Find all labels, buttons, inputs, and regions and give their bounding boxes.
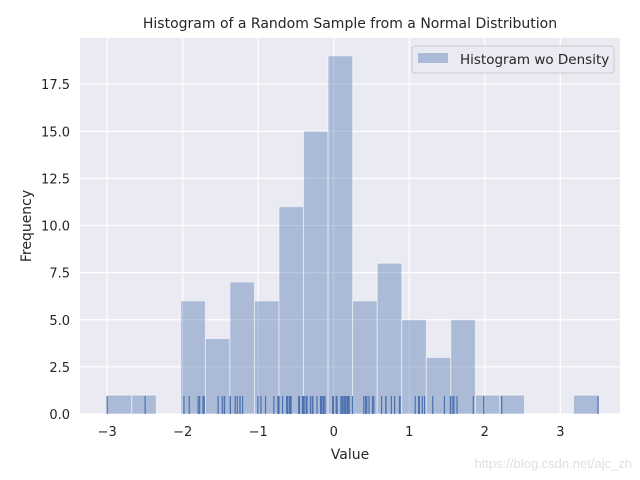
chart-title: Histogram of a Random Sample from a Norm… (143, 16, 557, 32)
histogram-bar (474, 394, 501, 415)
y-tick-label: 5.0 (49, 314, 70, 329)
histogram-bar (499, 394, 525, 415)
y-tick-label: 0.0 (49, 408, 70, 423)
x-tick-label: −2 (173, 425, 192, 440)
watermark: https://blog.csdn.net/ajc_zh (474, 456, 632, 471)
histogram-bar (450, 319, 476, 415)
histogram-bar (303, 130, 329, 415)
histogram-bar (425, 356, 452, 415)
histogram-bar (278, 206, 305, 415)
y-tick-label: 12.5 (41, 172, 70, 187)
histogram-bar (131, 394, 157, 415)
y-tick-label: 17.5 (41, 78, 70, 93)
histogram-bar (106, 394, 133, 415)
legend-swatch (418, 53, 448, 63)
legend (411, 45, 615, 74)
y-tick-label: 2.5 (49, 361, 70, 376)
x-tick-label: 3 (556, 425, 564, 440)
x-tick-label: 0 (330, 425, 338, 440)
legend-label: Histogram wo Density (460, 52, 609, 68)
x-tick-label: 2 (481, 425, 489, 440)
histogram-bar (327, 55, 354, 415)
y-axis-label: Frequency (19, 190, 35, 262)
x-tick-label: −3 (98, 425, 117, 440)
x-tick-label: 1 (405, 425, 413, 440)
x-tick-label: −1 (249, 425, 268, 440)
y-tick-label: 10.0 (41, 220, 70, 235)
histogram-bar (229, 281, 255, 415)
x-axis-label: Value (331, 447, 369, 463)
histogram-bar (376, 262, 403, 415)
y-tick-label: 15.0 (41, 125, 70, 140)
y-tick-label: 7.5 (49, 267, 70, 282)
histogram-bar (352, 300, 378, 415)
histogram-bar (573, 394, 599, 415)
